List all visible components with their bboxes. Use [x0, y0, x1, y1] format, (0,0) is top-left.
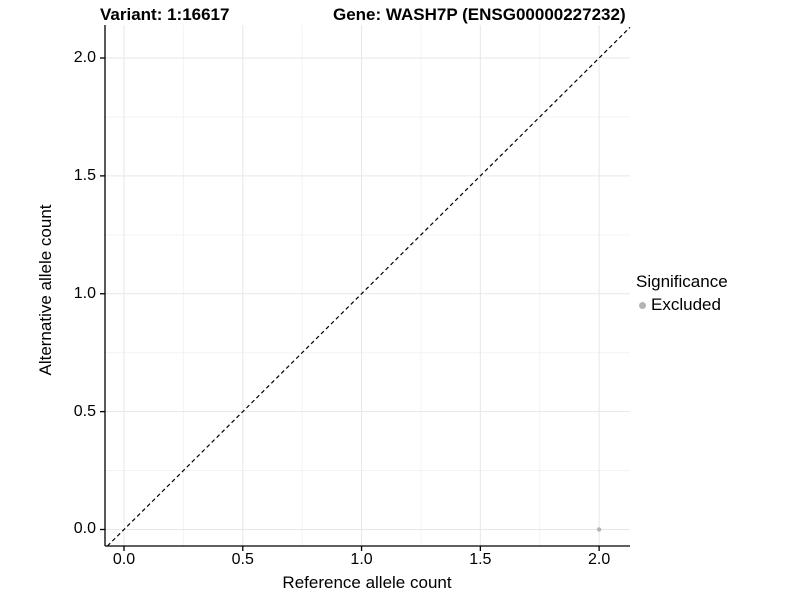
legend-title: Significance: [636, 272, 728, 291]
y-tick-label: 2.0: [73, 49, 96, 66]
variant-title: Variant: 1:16617: [100, 5, 230, 24]
y-tick-label: 1.0: [73, 284, 96, 302]
y-tick-label: 0.0: [73, 520, 96, 538]
x-tick-label: 1.0: [350, 551, 373, 568]
legend-entry-excluded: Excluded: [636, 295, 728, 315]
identity-reference-line: [106, 26, 631, 547]
x-tick-label: 0.5: [231, 551, 254, 568]
x-tick-label: 1.5: [469, 551, 492, 568]
excluded-point-icon: [639, 302, 646, 309]
y-tick-label: 1.5: [73, 166, 96, 184]
x-tick-label: 2.0: [587, 551, 611, 568]
gene-title: Gene: WASH7P (ENSG00000227232): [333, 5, 626, 24]
y-tick-label: 0.5: [73, 402, 96, 420]
x-axis-label: Reference allele count: [282, 573, 452, 592]
x-tick-label: 0.0: [112, 551, 136, 568]
legend-entry-label: Excluded: [651, 295, 721, 314]
data-point[interactable]: [596, 527, 602, 532]
legend: Significance Excluded: [636, 272, 728, 315]
